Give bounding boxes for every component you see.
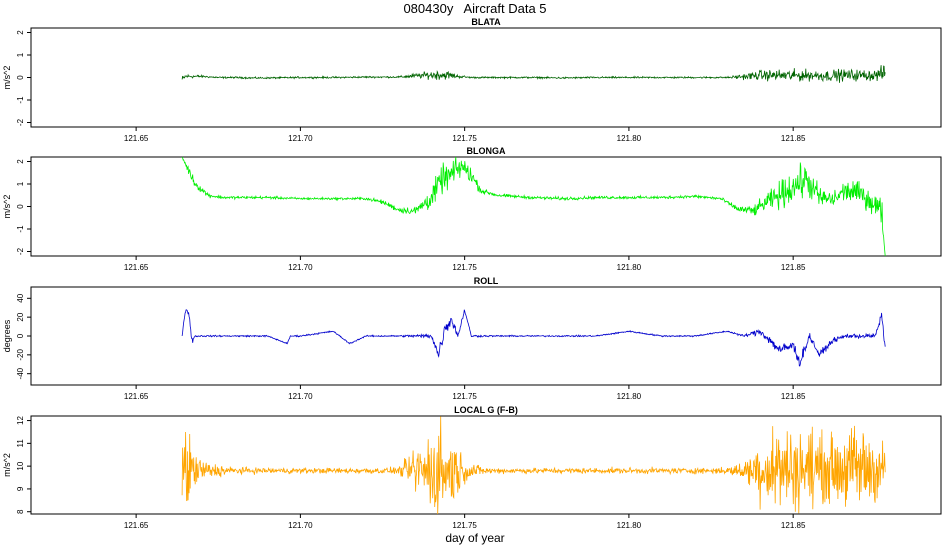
- panel-title: BLATA: [471, 17, 501, 27]
- series-line: [181, 157, 886, 256]
- x-tick-label: 121.75: [452, 392, 477, 401]
- panel-title: ROLL: [474, 276, 499, 286]
- y-tick-label: -2: [16, 247, 25, 255]
- chart-panel-3: ROLL degrees 121.65 121.70 121.75 121.80 121.8…: [2, 276, 942, 401]
- x-tick-label: 121.80: [617, 134, 642, 143]
- x-tick-label: 121.75: [452, 134, 477, 143]
- y-tick-label: -40: [16, 367, 25, 379]
- x-tick-label: 121.85: [781, 134, 806, 143]
- chart-panel-1: BLATA m/s^2 121.65 121.70 121.75 121.80 121.85…: [2, 17, 942, 143]
- y-axis-label: m/s^2: [2, 195, 12, 219]
- y-tick-label: 2: [16, 30, 25, 35]
- x-tick-label: 121.65: [124, 134, 149, 143]
- y-tick-label: 8: [16, 509, 25, 514]
- x-axis-title: day of year: [445, 531, 505, 545]
- y-tick-label: 20: [16, 312, 25, 321]
- y-tick-label: 1: [16, 181, 25, 186]
- series-line: [181, 309, 886, 367]
- y-tick-label: 11: [16, 439, 25, 448]
- y-tick-label: 12: [16, 416, 25, 425]
- y-tick-label: 2: [16, 159, 25, 164]
- y-tick-label: 0: [16, 333, 25, 338]
- y-tick-label: -20: [16, 349, 25, 361]
- plot-frame: [30, 415, 942, 515]
- y-tick-label: 10: [16, 461, 25, 470]
- panel-title: LOCAL G (F-B): [454, 405, 518, 415]
- x-tick-label: 121.80: [617, 392, 642, 401]
- x-tick-label: 121.70: [288, 263, 313, 272]
- x-tick-label: 121.65: [124, 521, 149, 530]
- y-tick-label: 0: [16, 75, 25, 80]
- y-tick-label: -2: [16, 118, 25, 126]
- panel-title: BLONGA: [467, 146, 506, 156]
- x-tick-label: 121.65: [124, 263, 149, 272]
- x-tick-label: 121.75: [452, 521, 477, 530]
- x-tick-label: 121.70: [288, 521, 313, 530]
- x-tick-label: 121.75: [452, 263, 477, 272]
- y-tick-label: -1: [16, 225, 25, 233]
- y-axis-label: m/s^2: [2, 66, 12, 90]
- y-tick-label: 1: [16, 52, 25, 57]
- x-tick-label: 121.85: [781, 263, 806, 272]
- y-tick-label: 40: [16, 293, 25, 302]
- chart-panel-4: LOCAL G (F-B) m/s^2 121.65 121.70 121.75 121.…: [2, 405, 942, 530]
- x-tick-label: 121.85: [781, 392, 806, 401]
- y-tick-label: -1: [16, 96, 25, 104]
- x-tick-label: 121.70: [288, 392, 313, 401]
- y-tick-label: 0: [16, 204, 25, 209]
- series-line: [181, 65, 886, 83]
- x-tick-label: 121.80: [617, 521, 642, 530]
- x-tick-label: 121.80: [617, 263, 642, 272]
- y-axis-label: degrees: [2, 319, 12, 352]
- page-title: 080430y Aircraft Data 5: [403, 1, 547, 16]
- y-axis-label: m/s^2: [2, 453, 12, 477]
- x-tick-label: 121.85: [781, 521, 806, 530]
- x-tick-label: 121.70: [288, 134, 313, 143]
- y-tick-label: 9: [16, 486, 25, 491]
- x-tick-label: 121.65: [124, 392, 149, 401]
- series-line: [181, 416, 886, 514]
- chart-panel-2: BLONGA m/s^2 121.65 121.70 121.75 121.80 121.8…: [2, 146, 942, 272]
